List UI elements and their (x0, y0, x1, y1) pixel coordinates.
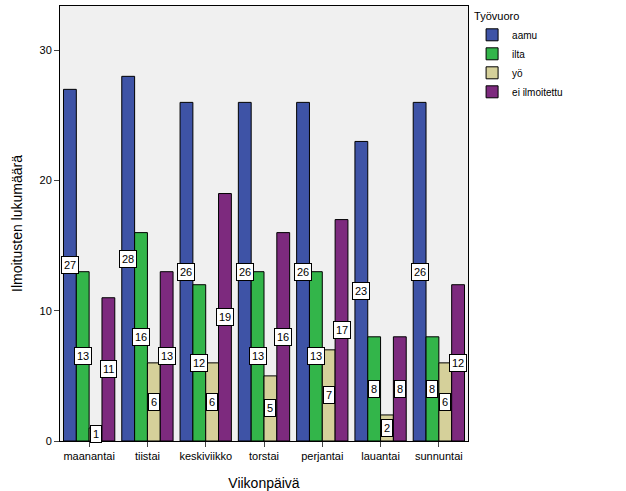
svg-text:maanantai: maanantai (63, 450, 114, 462)
svg-text:perjantai: perjantai (301, 450, 343, 462)
svg-text:13: 13 (161, 350, 173, 362)
svg-text:keskiviikko: keskiviikko (179, 450, 232, 462)
svg-text:sunnuntai: sunnuntai (415, 450, 463, 462)
svg-text:tiistai: tiistai (135, 450, 160, 462)
svg-text:8: 8 (429, 383, 435, 395)
svg-text:1: 1 (93, 428, 99, 440)
svg-text:yö: yö (512, 68, 523, 79)
svg-text:torstai: torstai (249, 450, 279, 462)
svg-text:ilta: ilta (512, 49, 525, 60)
svg-text:12: 12 (193, 357, 205, 369)
svg-text:11: 11 (103, 363, 114, 375)
svg-text:28: 28 (122, 253, 134, 265)
svg-text:6: 6 (442, 396, 448, 408)
svg-text:13: 13 (77, 350, 89, 362)
svg-text:8: 8 (371, 383, 377, 395)
svg-text:20: 20 (40, 174, 52, 186)
svg-text:10: 10 (40, 305, 52, 317)
svg-text:Työvuoro: Työvuoro (474, 10, 519, 22)
svg-text:23: 23 (355, 285, 367, 297)
svg-text:7: 7 (326, 389, 332, 401)
svg-text:2: 2 (384, 422, 390, 434)
svg-text:6: 6 (151, 396, 157, 408)
svg-text:0: 0 (46, 435, 52, 447)
svg-text:19: 19 (219, 311, 231, 323)
svg-text:lauantai: lauantai (361, 450, 400, 462)
svg-text:26: 26 (180, 266, 192, 278)
svg-text:ei ilmoitettu: ei ilmoitettu (512, 87, 563, 98)
svg-text:12: 12 (452, 357, 464, 369)
svg-text:aamu: aamu (512, 30, 537, 41)
svg-text:17: 17 (336, 324, 348, 336)
svg-text:30: 30 (40, 44, 52, 56)
svg-text:26: 26 (414, 266, 426, 278)
svg-text:16: 16 (277, 331, 289, 343)
svg-text:27: 27 (64, 259, 76, 271)
svg-text:26: 26 (239, 266, 251, 278)
svg-text:Viikonpäivä: Viikonpäivä (228, 475, 300, 491)
svg-text:6: 6 (209, 396, 215, 408)
svg-text:13: 13 (310, 350, 322, 362)
svg-text:5: 5 (267, 402, 273, 414)
svg-text:8: 8 (397, 383, 403, 395)
svg-text:13: 13 (252, 350, 264, 362)
svg-text:26: 26 (297, 266, 309, 278)
svg-text:16: 16 (135, 331, 147, 343)
svg-text:Ilmoitusten lukumäärä: Ilmoitusten lukumäärä (9, 155, 25, 292)
